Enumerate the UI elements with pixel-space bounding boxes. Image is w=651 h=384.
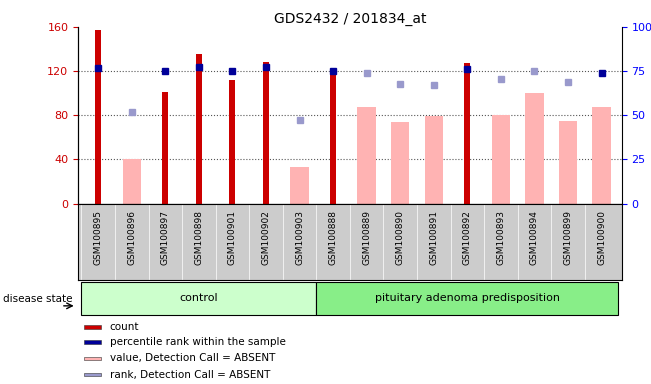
Text: GSM100891: GSM100891	[429, 210, 438, 265]
Text: pituitary adenoma predisposition: pituitary adenoma predisposition	[375, 293, 560, 303]
Bar	[464, 63, 471, 204]
Text: GSM100903: GSM100903	[295, 210, 304, 265]
Bar	[95, 30, 102, 204]
Bar	[357, 108, 376, 204]
Text: percentile rank within the sample: percentile rank within the sample	[109, 337, 286, 348]
Text: count: count	[109, 322, 139, 332]
Text: GSM100895: GSM100895	[94, 210, 103, 265]
Bar	[122, 159, 141, 204]
Text: GSM100902: GSM100902	[262, 210, 271, 265]
Text: GSM100898: GSM100898	[195, 210, 203, 265]
Bar	[83, 373, 102, 376]
Text: rank, Detection Call = ABSENT: rank, Detection Call = ABSENT	[109, 369, 270, 380]
Text: GSM100892: GSM100892	[463, 210, 472, 265]
Text: GSM100897: GSM100897	[161, 210, 170, 265]
Title: GDS2432 / 201834_at: GDS2432 / 201834_at	[273, 12, 426, 26]
Text: GSM100900: GSM100900	[597, 210, 606, 265]
Text: GSM100889: GSM100889	[362, 210, 371, 265]
Bar	[592, 108, 611, 204]
Bar	[83, 357, 102, 360]
Text: control: control	[180, 293, 218, 303]
Bar	[330, 73, 336, 204]
Text: GSM100899: GSM100899	[564, 210, 572, 265]
Text: GSM100894: GSM100894	[530, 210, 539, 265]
Text: GSM100896: GSM100896	[128, 210, 136, 265]
Bar	[316, 282, 618, 315]
Bar	[492, 115, 510, 204]
Bar	[391, 122, 409, 204]
Text: GSM100901: GSM100901	[228, 210, 237, 265]
Bar	[424, 116, 443, 204]
Bar	[81, 282, 316, 315]
Bar	[196, 55, 202, 204]
Bar	[559, 121, 577, 204]
Bar	[263, 62, 269, 204]
Text: disease state: disease state	[3, 293, 73, 304]
Bar	[290, 167, 309, 204]
Bar	[229, 80, 236, 204]
Bar	[83, 325, 102, 329]
Bar	[525, 93, 544, 204]
Text: GSM100888: GSM100888	[329, 210, 338, 265]
Text: GSM100890: GSM100890	[396, 210, 405, 265]
Text: value, Detection Call = ABSENT: value, Detection Call = ABSENT	[109, 353, 275, 364]
Bar	[83, 341, 102, 344]
Bar	[162, 92, 169, 204]
Text: GSM100893: GSM100893	[497, 210, 505, 265]
